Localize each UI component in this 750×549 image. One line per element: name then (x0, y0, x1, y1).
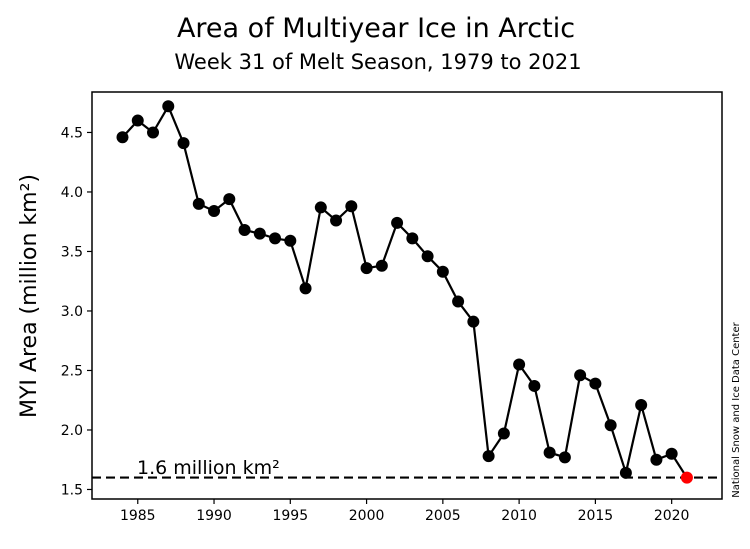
data-point (665, 447, 678, 460)
y-tick-label: 2.5 (61, 363, 83, 379)
data-point (162, 100, 175, 113)
data-point (192, 197, 205, 210)
data-point (147, 126, 160, 139)
data-point (421, 250, 434, 263)
data-point (330, 214, 343, 227)
y-tick-label: 3.5 (61, 244, 83, 260)
data-point (482, 450, 495, 463)
y-axis-label: MYI Area (million km²) (17, 174, 42, 418)
data-point (345, 200, 358, 213)
credit-text: National Snow and Ice Data Center (731, 321, 742, 497)
y-tick-label: 3.0 (61, 304, 83, 320)
data-point (208, 205, 221, 218)
y-tick-label: 2.0 (61, 423, 83, 439)
data-point (589, 377, 602, 390)
x-tick-label: 1985 (120, 508, 156, 524)
data-point (314, 201, 327, 214)
data-point (360, 262, 373, 275)
data-point (619, 466, 632, 479)
data-point (375, 259, 388, 272)
data-point (238, 224, 251, 237)
data-point (635, 398, 648, 411)
data-point (650, 453, 663, 466)
data-point (497, 427, 510, 440)
y-tick-label: 1.5 (61, 482, 83, 498)
data-point (253, 227, 266, 240)
data-point (116, 131, 129, 144)
x-tick-label: 2005 (425, 508, 461, 524)
data-point (391, 216, 404, 229)
data-point (299, 282, 312, 295)
data-point (528, 379, 541, 392)
reference-line-label: 1.6 million km² (137, 457, 280, 479)
chart-subtitle: Week 31 of Melt Season, 1979 to 2021 (174, 50, 581, 74)
x-tick-label: 2000 (349, 508, 385, 524)
plot-frame (91, 91, 723, 500)
x-tick-label: 2015 (578, 508, 614, 524)
data-point (513, 358, 526, 371)
data-point (543, 446, 556, 459)
data-point (131, 114, 144, 127)
data-point (223, 193, 236, 206)
series-line (121, 103, 688, 479)
x-tick-label: 2020 (654, 508, 690, 524)
x-tick-label: 2010 (501, 508, 537, 524)
highlight-point (680, 471, 693, 484)
y-tick-label: 4.5 (61, 125, 83, 141)
x-tick-label: 1990 (196, 508, 232, 524)
data-point (406, 232, 419, 245)
data-point (604, 419, 617, 432)
data-point (467, 315, 480, 328)
chart-title: Area of Multiyear Ice in Arctic (177, 13, 575, 44)
data-point (558, 451, 571, 464)
data-point (452, 295, 465, 308)
data-point (269, 232, 282, 245)
data-point (177, 137, 190, 150)
data-point (284, 234, 297, 247)
y-tick-label: 4.0 (61, 185, 83, 201)
data-point (436, 265, 449, 278)
x-tick-label: 1995 (272, 508, 308, 524)
data-point (574, 369, 587, 382)
